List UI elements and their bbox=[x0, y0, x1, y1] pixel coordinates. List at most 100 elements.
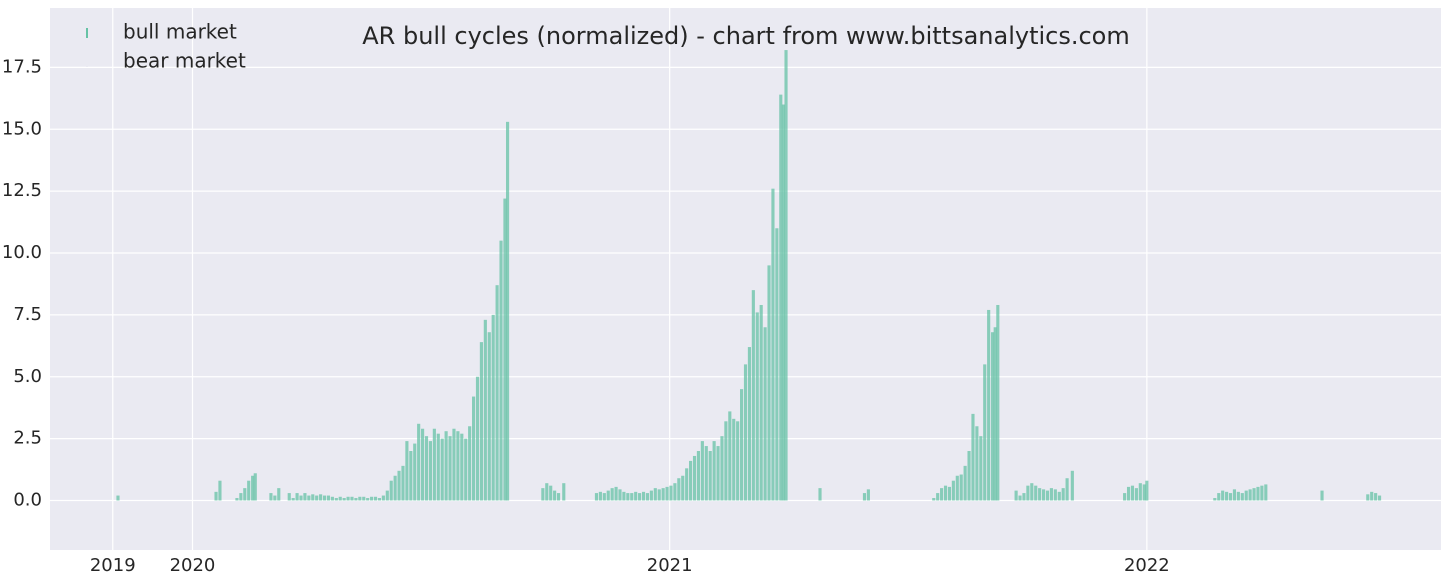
bar bbox=[720, 436, 724, 501]
labels: 0.0 2.5 5.0 7.5 10.0 12.5 15.0 17.5 2019 2020 2021… bbox=[2, 20, 1170, 577]
bar bbox=[350, 496, 354, 501]
x-tick-label: 2019 bbox=[90, 555, 136, 576]
bar bbox=[866, 489, 870, 501]
bar bbox=[553, 490, 557, 501]
bar bbox=[1057, 491, 1061, 501]
bar bbox=[996, 304, 1000, 501]
bar bbox=[377, 498, 382, 501]
bar bbox=[428, 441, 433, 501]
bar bbox=[1014, 490, 1018, 501]
bar bbox=[1377, 495, 1382, 501]
bar bbox=[751, 290, 755, 501]
bar bbox=[696, 451, 701, 501]
bar bbox=[736, 421, 740, 501]
bar bbox=[657, 489, 661, 501]
bar bbox=[1264, 484, 1268, 501]
bar bbox=[1130, 485, 1135, 501]
bar bbox=[594, 493, 599, 501]
x-tick-label: 2021 bbox=[647, 555, 693, 576]
bar bbox=[1145, 480, 1149, 501]
bar bbox=[1053, 489, 1057, 501]
bar bbox=[602, 493, 606, 501]
bar bbox=[440, 438, 444, 501]
bar bbox=[1022, 493, 1026, 501]
bar bbox=[862, 493, 867, 501]
bar bbox=[421, 428, 425, 501]
bar bbox=[967, 451, 971, 501]
bar bbox=[1221, 490, 1225, 501]
bar bbox=[669, 485, 673, 501]
bar bbox=[358, 496, 362, 501]
bar bbox=[487, 332, 491, 501]
bar bbox=[716, 446, 720, 501]
bar bbox=[326, 495, 331, 501]
bar bbox=[951, 480, 955, 501]
bar bbox=[346, 496, 350, 501]
bar bbox=[235, 498, 239, 501]
bar bbox=[499, 240, 503, 501]
bar bbox=[1252, 488, 1256, 501]
bar bbox=[955, 475, 959, 501]
bar bbox=[1260, 485, 1264, 501]
bar bbox=[218, 480, 222, 501]
bar bbox=[1138, 483, 1142, 501]
bar bbox=[610, 488, 614, 501]
bar bbox=[704, 446, 708, 501]
bars bbox=[116, 50, 1382, 501]
bar bbox=[460, 433, 464, 501]
bar bbox=[1126, 486, 1131, 501]
bar bbox=[712, 441, 716, 501]
bar bbox=[763, 327, 767, 501]
bar bbox=[541, 488, 545, 501]
bar bbox=[622, 491, 626, 501]
bar bbox=[424, 436, 429, 501]
bar bbox=[545, 483, 549, 501]
bar bbox=[775, 228, 779, 501]
chart-title: AR bull cycles (normalized) - chart from… bbox=[362, 22, 1130, 50]
bar bbox=[781, 104, 785, 501]
bar bbox=[401, 465, 405, 501]
bar bbox=[444, 431, 448, 501]
x-tick-label: 2020 bbox=[170, 555, 216, 576]
bar bbox=[417, 423, 421, 501]
bar bbox=[322, 495, 327, 501]
bar bbox=[818, 488, 822, 501]
bar bbox=[940, 488, 944, 501]
bar bbox=[779, 94, 783, 501]
bar bbox=[1240, 493, 1244, 501]
bar bbox=[1034, 485, 1038, 501]
bar bbox=[784, 50, 788, 501]
bar bbox=[661, 488, 665, 501]
bar bbox=[475, 376, 480, 501]
bar bbox=[116, 495, 120, 501]
bar bbox=[1018, 495, 1022, 501]
x-tick-label: 2022 bbox=[1124, 555, 1170, 576]
bar bbox=[269, 493, 273, 501]
bar bbox=[645, 493, 650, 501]
bar bbox=[740, 389, 744, 501]
bar bbox=[397, 470, 401, 501]
bar bbox=[1248, 489, 1252, 501]
y-tick-label: 0.0 bbox=[13, 490, 42, 511]
bar bbox=[1244, 490, 1248, 501]
bar bbox=[389, 480, 393, 501]
bar bbox=[700, 441, 704, 501]
bar bbox=[287, 493, 291, 501]
bar bbox=[472, 396, 476, 501]
bar bbox=[436, 433, 440, 501]
bar bbox=[943, 485, 948, 501]
bar bbox=[334, 498, 338, 501]
bar bbox=[562, 483, 566, 501]
bar bbox=[214, 491, 218, 501]
bar bbox=[354, 498, 358, 501]
bar bbox=[993, 327, 997, 501]
y-tick-label: 7.5 bbox=[13, 304, 42, 325]
bar bbox=[606, 490, 610, 501]
bar bbox=[1123, 493, 1127, 501]
y-tick-label: 17.5 bbox=[2, 56, 42, 77]
bar bbox=[665, 486, 669, 501]
bar bbox=[1213, 498, 1217, 501]
bar bbox=[315, 495, 319, 501]
bar bbox=[1142, 484, 1146, 501]
